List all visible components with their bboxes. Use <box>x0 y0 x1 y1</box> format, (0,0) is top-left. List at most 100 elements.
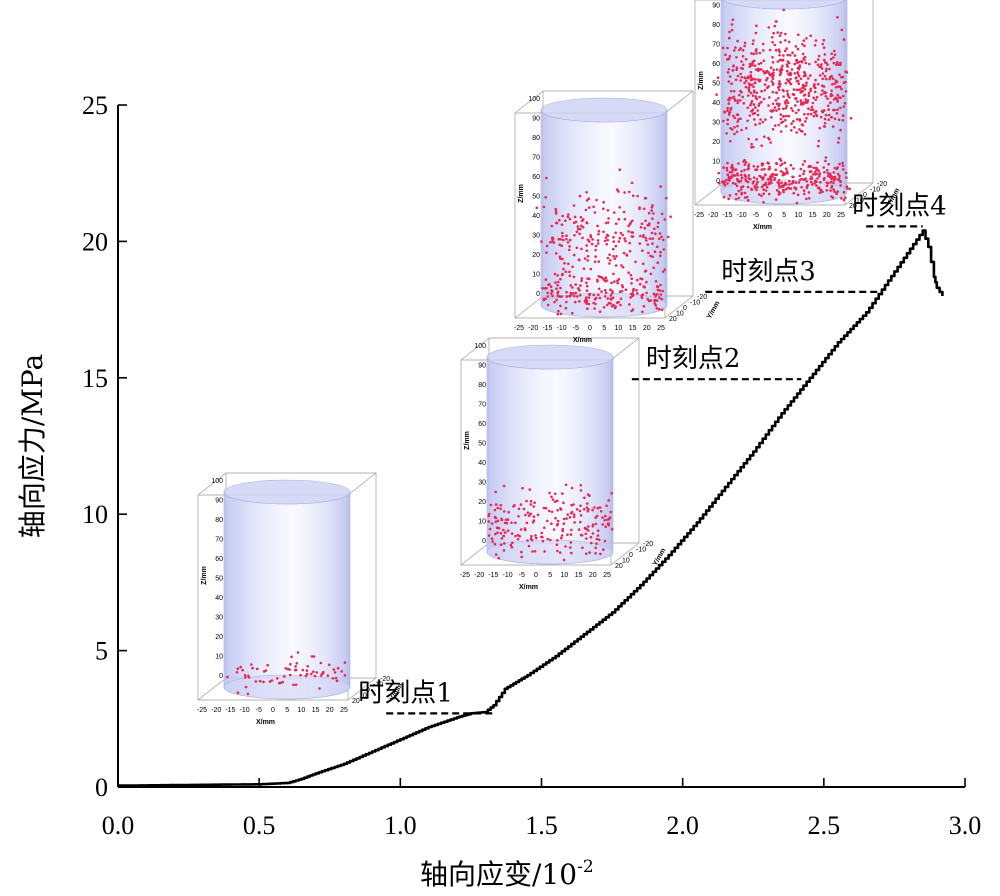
inset-event-point <box>635 288 638 292</box>
inset-event-point <box>660 308 664 312</box>
inset-event-point <box>588 293 591 297</box>
inset-x-tick-label: 15 <box>575 572 583 579</box>
inset-event-point <box>589 235 593 239</box>
inset-event-point <box>578 293 582 297</box>
inset-event-point <box>767 168 770 171</box>
inset-event-point <box>788 179 791 183</box>
inset-event-point <box>614 305 617 308</box>
inset-event-point <box>562 267 565 271</box>
inset-cylinder-top <box>486 344 614 370</box>
inset-event-point <box>621 233 624 237</box>
inset-event-point <box>520 550 523 554</box>
inset-event-point <box>561 231 564 235</box>
inset-x-tick-label: 15 <box>809 212 817 219</box>
inset-event-point <box>752 39 755 42</box>
inset-event-point <box>310 672 313 676</box>
inset-event-point <box>830 94 833 97</box>
inset-event-point <box>560 536 563 540</box>
inset-event-point <box>588 551 591 554</box>
inset-event-point <box>730 170 734 174</box>
inset-event-point <box>313 674 317 678</box>
inset-event-point <box>747 165 750 168</box>
inset-event-point <box>555 298 558 302</box>
inset-event-point <box>578 300 581 303</box>
inset-event-point <box>270 679 274 682</box>
inset-event-point <box>660 297 664 301</box>
inset-event-point <box>760 89 763 93</box>
inset-event-point <box>658 289 662 292</box>
inset-event-point <box>593 260 597 264</box>
inset-event-point <box>310 655 314 658</box>
inset-event-point <box>737 196 741 200</box>
inset-event-point <box>532 505 535 508</box>
inset-event-point <box>783 49 787 53</box>
inset-event-point <box>826 63 829 66</box>
inset-event-point <box>491 540 494 543</box>
inset-event-point <box>812 96 815 100</box>
inset-event-point <box>835 85 838 89</box>
inset-event-point <box>817 174 821 178</box>
inset-event-point <box>769 66 773 69</box>
inset-event-point <box>570 486 574 490</box>
inset-event-point <box>800 60 803 63</box>
inset-event-point <box>606 303 609 307</box>
inset-event-point <box>756 186 759 189</box>
inset-event-point <box>549 240 552 244</box>
inset-event-point <box>803 88 807 91</box>
inset-event-point <box>739 79 742 82</box>
inset-event-point <box>564 219 567 222</box>
y-ticks: 0 5 10 15 20 25 <box>82 91 127 802</box>
inset-event-point <box>755 97 759 101</box>
inset-event-point <box>792 175 795 179</box>
inset-event-point <box>516 533 520 537</box>
inset-x-tick-label: -10 <box>737 212 747 219</box>
inset-event-point <box>732 95 735 99</box>
inset-z-tick-label: 100 <box>211 478 223 485</box>
inset-x-tick-label: -20 <box>474 572 484 579</box>
inset-event-point <box>638 207 641 211</box>
inset-event-point <box>793 126 796 129</box>
inset-event-point <box>770 36 774 39</box>
inset-event-point <box>734 197 738 201</box>
inset-event-point <box>717 182 721 185</box>
inset-event-point <box>602 306 606 309</box>
inset-x-tick-label: 20 <box>643 325 651 332</box>
inset-event-point <box>777 193 781 196</box>
inset-event-point <box>799 167 803 171</box>
inset-event-point <box>816 58 820 61</box>
inset-event-point <box>760 185 764 189</box>
inset-event-point <box>588 206 591 209</box>
inset-event-point <box>752 85 755 88</box>
inset-event-point <box>725 166 729 170</box>
inset-event-point <box>737 189 741 193</box>
inset-x-axis-label: X/mm <box>519 584 538 591</box>
inset-event-point <box>340 670 343 673</box>
inset-event-point <box>754 31 758 35</box>
inset-event-point <box>747 167 750 170</box>
inset-event-point <box>276 677 279 680</box>
inset-event-point <box>826 182 830 185</box>
inset-event-point <box>756 165 760 168</box>
inset-event-point <box>529 499 533 503</box>
inset-event-point <box>610 304 614 308</box>
inset-event-point <box>543 287 547 290</box>
inset-event-point <box>821 89 824 92</box>
inset-event-point <box>751 61 754 65</box>
inset-event-point <box>798 88 802 91</box>
inset-event-point <box>746 185 750 189</box>
inset-event-point <box>774 48 778 52</box>
inset-event-point <box>623 237 626 240</box>
inset-event-point <box>817 186 821 189</box>
inset-event-point <box>604 525 607 528</box>
inset-event-point <box>561 492 564 495</box>
inset-event-point <box>809 165 813 168</box>
inset-event-point <box>535 536 538 540</box>
inset-event-point <box>833 82 837 85</box>
inset-event-point <box>616 281 619 285</box>
inset-event-point <box>733 174 737 177</box>
inset-event-point <box>557 310 560 313</box>
inset-event-point <box>774 198 778 201</box>
inset-event-point <box>650 209 653 212</box>
inset-event-point <box>834 79 837 82</box>
inset-event-point <box>747 176 750 180</box>
